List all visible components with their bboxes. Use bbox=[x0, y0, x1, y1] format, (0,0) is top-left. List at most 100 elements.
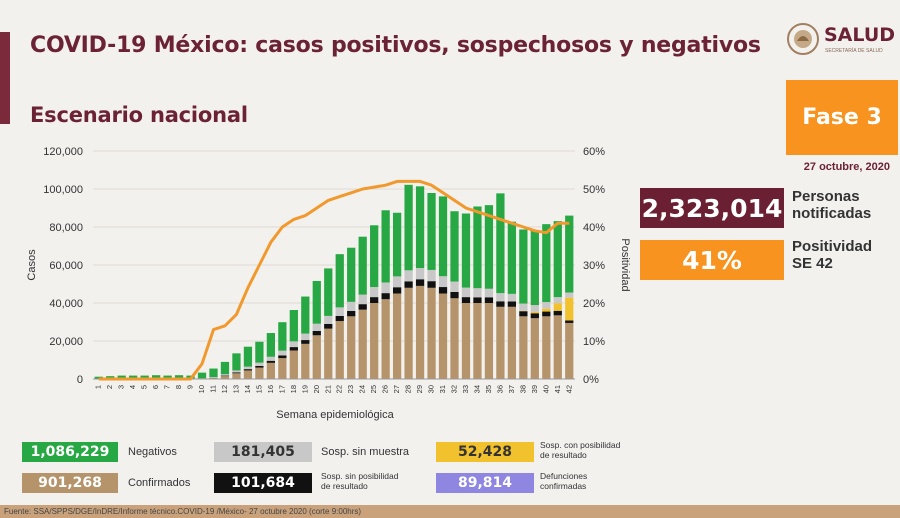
bar-segment bbox=[140, 375, 149, 379]
bar-segment bbox=[243, 369, 253, 371]
bar-segment bbox=[220, 374, 230, 376]
bar-segment bbox=[553, 221, 562, 298]
bar-segment bbox=[174, 375, 184, 379]
bar-segment bbox=[427, 287, 436, 379]
defunciones-label: Defunciones confirmadas bbox=[540, 471, 587, 491]
bar-segment bbox=[530, 318, 539, 379]
y2-tick-label: 50% bbox=[583, 184, 605, 196]
notified-label-line-2: notificadas bbox=[792, 205, 872, 222]
defunciones-label-line-2: confirmadas bbox=[540, 481, 587, 491]
bar-segment bbox=[542, 311, 551, 317]
notified-value: 2,323,014 bbox=[640, 188, 784, 228]
bar-segment bbox=[553, 297, 562, 304]
x-tick-label: 27 bbox=[392, 385, 401, 393]
report-date: 27 octubre, 2020 bbox=[803, 161, 890, 173]
bar-segment bbox=[496, 293, 505, 302]
sin-posibilidad-label-line-1: Sosp. sin posibilidad bbox=[321, 471, 399, 481]
bar-segment bbox=[461, 213, 471, 288]
bar-segment bbox=[243, 370, 253, 379]
bar-segment bbox=[519, 303, 528, 311]
bar-segment bbox=[484, 303, 494, 379]
bar-segment bbox=[565, 215, 574, 293]
bar-segment bbox=[278, 358, 287, 379]
bar-segment bbox=[232, 353, 241, 371]
bar-segment bbox=[392, 276, 402, 288]
bar-segment bbox=[565, 297, 574, 321]
bar-segment bbox=[301, 333, 310, 341]
x-tick-label: 9 bbox=[186, 385, 195, 389]
x-tick-label: 17 bbox=[277, 385, 286, 393]
x-tick-label: 19 bbox=[300, 385, 309, 393]
x-tick-label: 3 bbox=[117, 385, 126, 389]
bar-segment bbox=[404, 184, 413, 271]
bar-segment bbox=[278, 355, 287, 359]
x-tick-label: 35 bbox=[484, 385, 493, 393]
cases-chart: 020,00040,00060,00080,000100,000120,000 … bbox=[26, 146, 631, 421]
defunciones-label-line-1: Defunciones bbox=[540, 471, 588, 481]
bar-segment bbox=[381, 299, 390, 379]
bar-segment bbox=[507, 221, 517, 294]
bar-segment bbox=[427, 192, 436, 270]
bar-segment bbox=[507, 306, 517, 379]
x-tick-label: 14 bbox=[243, 385, 252, 393]
bar-segment bbox=[565, 292, 574, 298]
bar-segment bbox=[347, 316, 356, 379]
bar-segment bbox=[312, 280, 321, 324]
bar-segment bbox=[243, 346, 253, 367]
bar-segment bbox=[335, 315, 344, 322]
x-tick-label: 20 bbox=[312, 385, 321, 393]
salud-logo: SALUD SECRETARÍA DE SALUD bbox=[786, 22, 896, 58]
page-subtitle: Escenario nacional bbox=[30, 103, 248, 127]
x-tick-label: 22 bbox=[335, 385, 344, 393]
positivity-label-line-1: Positividad bbox=[792, 238, 873, 255]
bar-segment bbox=[324, 315, 333, 324]
bar-segment bbox=[243, 366, 253, 370]
bar-segment bbox=[301, 343, 310, 379]
bar-segment bbox=[473, 303, 482, 379]
bar-segment bbox=[301, 340, 310, 344]
bar-segment bbox=[232, 373, 241, 379]
logo-subtext: SECRETARÍA DE SALUD bbox=[825, 48, 883, 54]
bar-segment bbox=[266, 356, 276, 361]
x-tick-label: 21 bbox=[323, 385, 332, 393]
y2-axis-label: Positividad bbox=[619, 238, 631, 291]
x-tick-label: 39 bbox=[530, 385, 539, 393]
x-tick-label: 10 bbox=[197, 385, 206, 393]
page-title: COVID-19 México: casos positivos, sospec… bbox=[30, 33, 761, 58]
bar-segment bbox=[312, 330, 321, 336]
y2-tick-label: 40% bbox=[583, 222, 605, 234]
bar-segment bbox=[324, 268, 333, 316]
x-tick-label: 6 bbox=[151, 385, 160, 389]
bar-segment bbox=[255, 365, 264, 368]
bar-segment bbox=[530, 313, 539, 319]
bar-segment bbox=[324, 328, 333, 379]
x-tick-label: 4 bbox=[128, 385, 137, 389]
bar-segment bbox=[381, 210, 390, 283]
x-tick-label: 13 bbox=[231, 385, 240, 393]
bar-segment bbox=[392, 212, 402, 277]
bar-segment bbox=[209, 377, 218, 378]
bar-segment bbox=[519, 316, 528, 379]
x-tick-label: 24 bbox=[358, 385, 367, 393]
bar-segment bbox=[335, 254, 344, 308]
x-tick-label: 8 bbox=[174, 385, 183, 389]
y2-tick-label: 10% bbox=[583, 336, 605, 348]
confirmados-value: 901,268 bbox=[22, 473, 118, 493]
bar-segment bbox=[312, 335, 321, 379]
bar-segment bbox=[473, 206, 482, 289]
x-tick-label: 40 bbox=[541, 385, 550, 393]
bar-segment bbox=[163, 375, 172, 379]
x-tick-label: 28 bbox=[404, 385, 413, 393]
con-posibilidad-label-line-2: de resultado bbox=[540, 450, 587, 460]
y2-tick-label: 20% bbox=[583, 298, 605, 310]
bar-segment bbox=[129, 375, 138, 379]
sin-posibilidad-value: 101,684 bbox=[214, 473, 312, 493]
bar-segment bbox=[255, 367, 264, 379]
x-tick-label: 25 bbox=[369, 385, 378, 393]
sin-posibilidad-label: Sosp. sin posibilidad de resultado bbox=[321, 471, 399, 491]
bar-segment bbox=[324, 323, 333, 329]
bar-segment bbox=[312, 323, 321, 331]
bar-segment bbox=[461, 297, 471, 303]
bar-segment bbox=[507, 301, 517, 307]
bar-segment bbox=[519, 229, 528, 304]
